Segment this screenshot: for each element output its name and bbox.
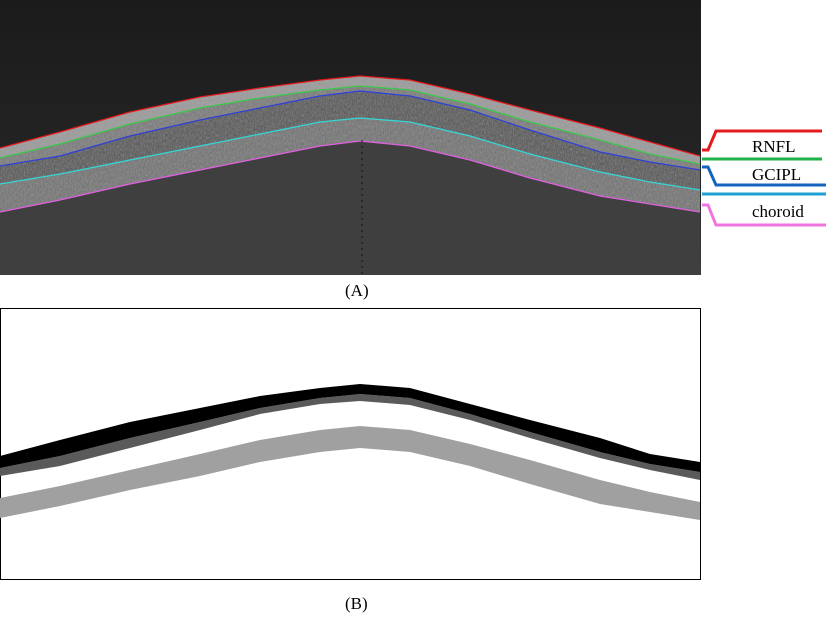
legend-choroid-line (702, 203, 826, 227)
segmentation-map (0, 308, 701, 580)
boundary-ellipsoid (0, 117, 701, 191)
legend-rnfl-line (702, 129, 822, 152)
seg-rnfl-layer (0, 384, 700, 472)
legend-label-rnfl: RNFL (752, 137, 796, 156)
panel-b-label: (B) (345, 594, 368, 613)
boundary-rnfl-gcl (0, 85, 701, 165)
legend-label-choroid: choroid (752, 202, 804, 221)
seg-choroid-layer (0, 426, 700, 520)
legend-gcipl-line (702, 165, 826, 187)
retina-tissue (0, 76, 700, 275)
deep-tissue (0, 141, 700, 275)
boundary-ipl-inl (0, 90, 701, 171)
panel-a-label: (A) (345, 281, 369, 300)
tissue-speckle (0, 76, 700, 212)
oct-scan-image (0, 0, 701, 275)
layer-boundaries (0, 75, 701, 213)
legend-label-gcipl: GCIPL (752, 165, 802, 184)
boundary-choroid (0, 140, 701, 213)
layer-legend (702, 129, 826, 227)
boundary-ilm (0, 75, 701, 157)
seg-gcipl-layer (0, 394, 700, 480)
